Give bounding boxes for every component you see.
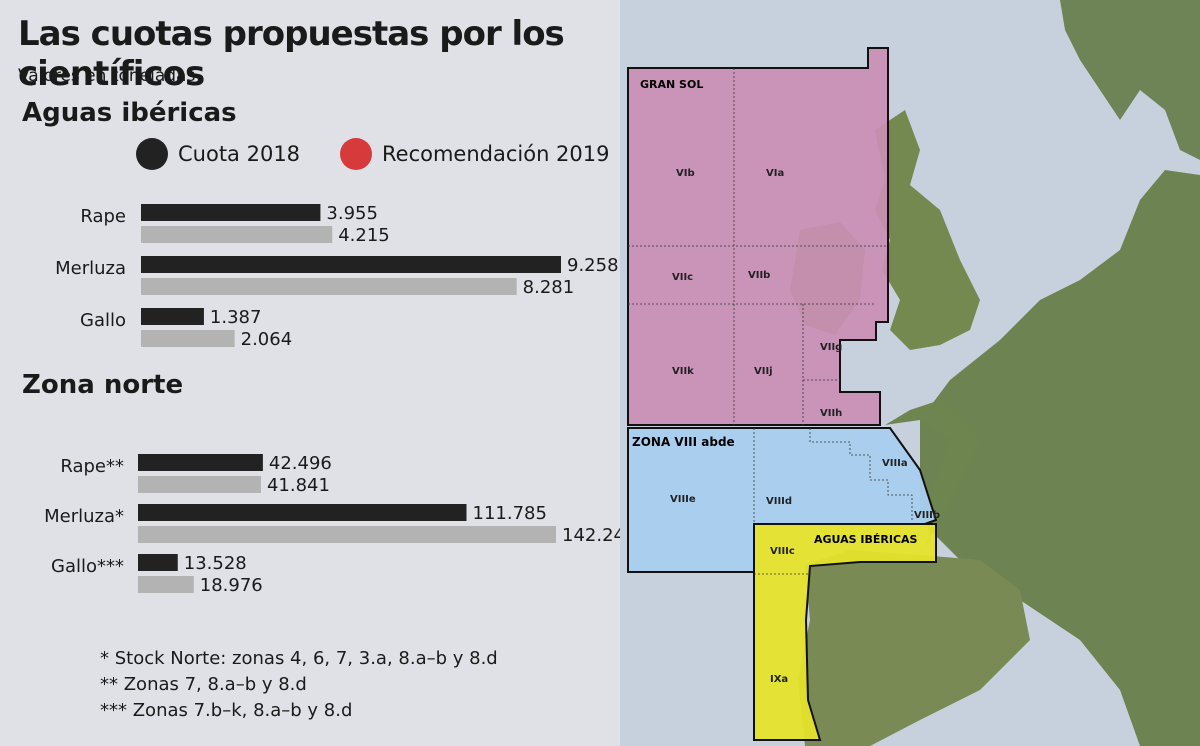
great-britain-land (875, 110, 980, 350)
value-label: 4.215 (338, 225, 390, 246)
value-label: 18.976 (200, 575, 263, 596)
category-label: Gallo*** (51, 556, 124, 577)
chart-panel: Las cuotas propuestas por los científico… (18, 14, 637, 721)
zone-label-viiid: VIIId (766, 496, 792, 507)
legend-item-cuota: Cuota 2018 (136, 138, 300, 170)
bar-cuota-2018 (138, 454, 263, 471)
bar-cuota-2018 (141, 308, 204, 325)
zone-label-viik: VIIk (672, 366, 694, 377)
bar-recomendacion-2019 (138, 476, 261, 493)
bar-recomendacion-2019 (138, 526, 556, 543)
zone-aguas-ibericas (753, 523, 937, 741)
footnote-1: * Stock Norte: zonas 4, 6, 7, 3.a, 8.a–b… (100, 648, 498, 669)
zone-label-viig: VIIg (820, 342, 842, 353)
value-label: 9.258 (567, 255, 619, 276)
legend-label-recomendacion: Recomendación 2019 (382, 142, 610, 166)
footnote-2: ** Zonas 7, 8.a–b y 8.d (100, 674, 307, 695)
category-label: Merluza* (44, 506, 124, 527)
bar-cuota-2018 (141, 204, 321, 221)
legend-item-recomendacion: Recomendación 2019 (340, 138, 610, 170)
zone-label-vib: VIb (676, 168, 695, 179)
zone-label-viiie: VIIIe (670, 494, 696, 505)
zone-label-viib: VIIb (748, 270, 770, 281)
value-label: 41.841 (267, 475, 330, 496)
region-label-zona-viii: ZONA VIII abde (632, 435, 735, 449)
bar-cuota-2018 (138, 554, 178, 571)
region-label-gran-sol: GRAN SOL (640, 78, 703, 91)
continent-land (920, 170, 1200, 746)
zone-label-viij: VIIj (754, 366, 773, 377)
bar-recomendacion-2019 (141, 330, 235, 347)
gran-sol-grid (628, 68, 888, 425)
value-label: 111.785 (473, 503, 547, 524)
legend-swatch-recomendacion (340, 138, 372, 170)
page-title: Las cuotas propuestas por los científico… (18, 14, 565, 94)
region-label-aguas-ibericas: AGUAS IBÉRICAS (814, 533, 918, 546)
zone-label-viic: VIIc (672, 272, 693, 283)
zone-gran-sol (627, 47, 889, 426)
zone-viii-coast-line (809, 428, 913, 520)
bar-cuota-2018 (138, 504, 467, 521)
value-label: 8.281 (523, 277, 575, 298)
bar-recomendacion-2019 (141, 226, 333, 243)
zone-label-ixa: IXa (770, 674, 788, 685)
category-label: Gallo (80, 310, 126, 331)
value-label: 3.955 (326, 203, 378, 224)
legend-swatch-cuota (136, 138, 168, 170)
value-label: 142.240 (562, 525, 636, 546)
section-title-aguas-ibericas: Aguas ibéricas (22, 98, 237, 128)
value-label: 13.528 (184, 553, 247, 574)
value-label: 2.064 (241, 329, 293, 350)
zone-label-viiia: VIIIa (882, 458, 908, 469)
value-label: 1.387 (210, 307, 262, 328)
legend-label-cuota: Cuota 2018 (178, 142, 301, 166)
bar-cuota-2018 (141, 256, 561, 273)
footnote-3: *** Zonas 7.b–k, 8.a–b y 8.d (100, 700, 353, 721)
france-land (885, 400, 980, 555)
bar-recomendacion-2019 (138, 576, 194, 593)
category-label: Rape** (60, 456, 124, 477)
section-title-zona-norte: Zona norte (22, 370, 184, 400)
scandinavia-land (1060, 0, 1200, 160)
zone-label-viih: VIIh (820, 408, 842, 419)
category-label: Merluza (55, 258, 126, 279)
value-label: 42.496 (269, 453, 332, 474)
zone-label-via: VIa (766, 168, 784, 179)
category-label: Rape (80, 206, 126, 227)
zone-label-viiic: VIIIc (770, 546, 795, 557)
page-subtitle: Valores en toneladas (18, 66, 196, 86)
bar-recomendacion-2019 (141, 278, 517, 295)
iberia-land (798, 550, 1030, 746)
zone-label-viiib: VIIIb (914, 510, 940, 521)
ices-zones-map: GRAN SOL ZONA VIII abde AGUAS IBÉRICAS V… (620, 0, 1200, 746)
